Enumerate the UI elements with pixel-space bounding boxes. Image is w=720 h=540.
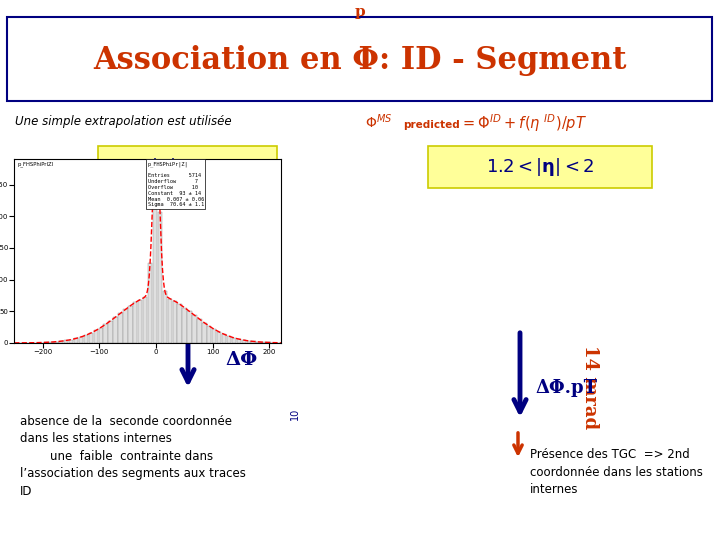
Text: $1.2 <|\mathbf{\eta}| < 2$: $1.2 <|\mathbf{\eta}| < 2$ [486, 156, 594, 178]
Bar [242, 340, 246, 343]
Bar [84, 335, 88, 343]
Bar [212, 329, 217, 343]
FancyBboxPatch shape [7, 17, 712, 101]
Bar [44, 342, 49, 343]
Bar [202, 323, 207, 343]
Bar [207, 326, 212, 343]
Bar [256, 342, 261, 343]
Text: $\Phi^{MS}$: $\Phi^{MS}$ [365, 112, 392, 131]
Text: $|\mathbf{\eta}| < 1.2$: $|\mathbf{\eta}| < 1.2$ [150, 156, 225, 178]
Bar [143, 296, 148, 343]
Bar [237, 339, 241, 343]
Text: p_FHSPhiPrIZI: p_FHSPhiPrIZI [17, 161, 53, 167]
Bar [182, 308, 186, 343]
Bar [118, 313, 122, 343]
Text: Une simple extrapolation est utilisée: Une simple extrapolation est utilisée [15, 115, 232, 128]
Bar [153, 145, 157, 343]
Bar [227, 336, 231, 343]
Bar [168, 299, 172, 343]
FancyBboxPatch shape [428, 146, 652, 188]
Text: p: p [355, 5, 365, 19]
Text: ΔΦ: ΔΦ [225, 351, 257, 369]
Bar [177, 304, 182, 343]
Text: ΔΦ.pT: ΔΦ.pT [535, 379, 597, 397]
Bar [78, 337, 84, 343]
Bar [148, 264, 153, 343]
Bar [251, 341, 256, 343]
Text: 14 mrad: 14 mrad [581, 345, 599, 429]
Bar [187, 312, 192, 343]
Bar [59, 341, 63, 343]
Bar [69, 340, 73, 343]
Bar [113, 317, 118, 343]
Bar [197, 319, 202, 343]
Bar [99, 328, 103, 343]
Bar [109, 321, 113, 343]
Text: 10: 10 [290, 408, 300, 420]
Bar [192, 315, 197, 343]
Bar [261, 342, 266, 343]
Text: Association en Φ: ID - Segment: Association en Φ: ID - Segment [94, 44, 626, 76]
Bar [128, 306, 132, 343]
Text: $= \Phi^{ID} + f(\eta\ ^{ID})/ pT$: $= \Phi^{ID} + f(\eta\ ^{ID})/ pT$ [460, 112, 587, 134]
Text: predicted: predicted [403, 120, 460, 130]
Bar [163, 291, 167, 343]
Bar [64, 341, 68, 343]
Bar [133, 302, 138, 343]
Bar [123, 309, 127, 343]
Bar [173, 301, 177, 343]
Bar [246, 341, 251, 343]
Bar [74, 339, 78, 343]
FancyBboxPatch shape [98, 146, 277, 188]
Bar [138, 300, 143, 343]
Bar [54, 342, 58, 343]
Bar [89, 333, 93, 343]
Bar [232, 338, 236, 343]
Bar [222, 334, 226, 343]
Bar [104, 325, 108, 343]
Bar [217, 332, 221, 343]
Text: p_FHSPhiPr|Z|

Entries      5714
Underflow      7
Overflow      10
Constant  93 : p_FHSPhiPr|Z| Entries 5714 Underflow 7 O… [148, 161, 204, 207]
Text: Présence des TGC  => 2nd
coordonnée dans les stations
internes: Présence des TGC => 2nd coordonnée dans … [530, 448, 703, 496]
Bar [94, 330, 98, 343]
Bar [158, 212, 162, 343]
Bar [49, 342, 53, 343]
Text: absence de la  seconde coordonnée
dans les stations internes
        une  faible: absence de la seconde coordonnée dans le… [20, 415, 246, 498]
